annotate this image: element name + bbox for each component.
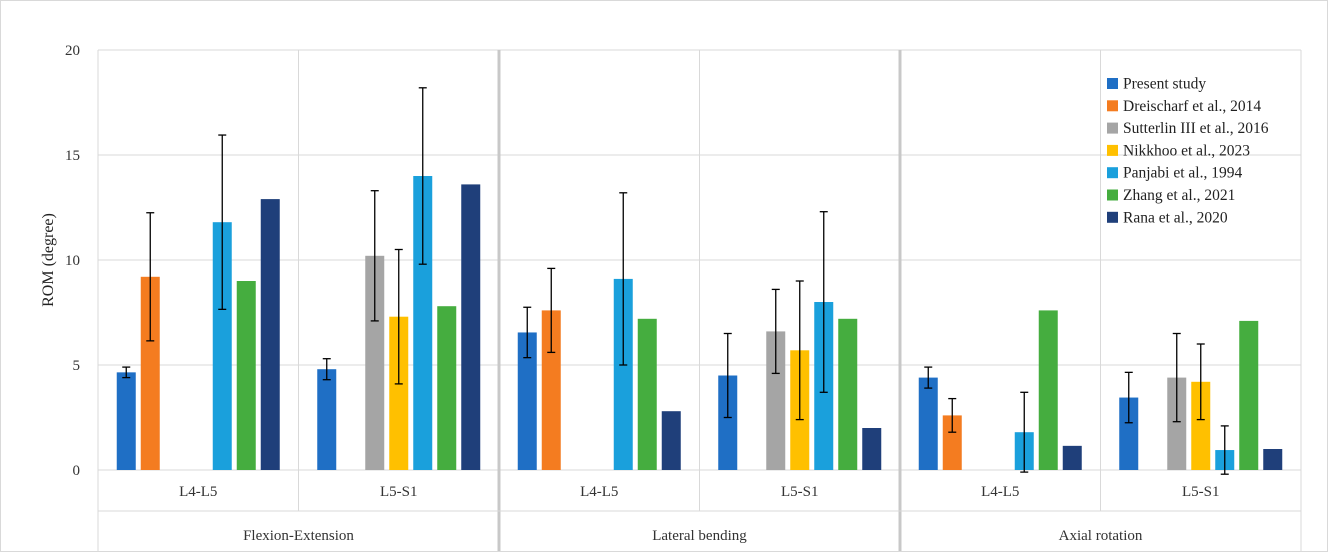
- y-tick-label: 10: [65, 253, 80, 269]
- bar: [766, 331, 786, 470]
- bar: [116, 372, 136, 470]
- bar: [613, 278, 633, 470]
- legend-label: Sutterlin III et al., 2016: [1123, 120, 1269, 137]
- x-category-label: L4-L5: [179, 484, 217, 500]
- x-group-label: Axial rotation: [1059, 528, 1143, 544]
- bar: [517, 332, 537, 470]
- y-tick-label: 5: [73, 358, 81, 374]
- bar: [918, 377, 938, 470]
- bar: [1167, 377, 1187, 470]
- bar: [942, 415, 962, 470]
- y-axis-title: ROM (degree): [40, 213, 57, 307]
- legend-label: Panjabi et al., 1994: [1123, 165, 1242, 182]
- bars: [116, 176, 1283, 470]
- x-category-label: L5-S1: [781, 484, 819, 500]
- bar: [1239, 320, 1259, 470]
- x-category-labels: L4-L5 L5-S1 L4-L5 L5-S1 L4-L5 L5-S1: [179, 484, 1219, 500]
- y-tick-label: 15: [65, 148, 80, 164]
- x-category-label: L4-L5: [981, 484, 1019, 500]
- legend-swatch: [1107, 100, 1118, 112]
- legend-swatch: [1107, 122, 1118, 134]
- bar: [637, 318, 657, 470]
- x-group-label: Flexion-Extension: [243, 528, 354, 544]
- legend-swatch: [1107, 189, 1118, 201]
- bar: [541, 310, 561, 470]
- x-category-label: L5-S1: [380, 484, 418, 500]
- y-tick-label: 20: [65, 43, 80, 59]
- bar: [838, 318, 858, 470]
- bar: [718, 375, 738, 470]
- x-category-label: L4-L5: [580, 484, 618, 500]
- bar: [661, 411, 681, 470]
- bar: [1119, 397, 1139, 470]
- legend-swatch: [1107, 144, 1118, 156]
- bar: [461, 184, 481, 470]
- bar: [365, 255, 385, 470]
- bar: [1038, 310, 1058, 470]
- bar: [212, 222, 232, 470]
- legend-label: Nikkhoo et al., 2023: [1123, 142, 1250, 159]
- legend-label: Zhang et al., 2021: [1123, 187, 1235, 204]
- bar: [1263, 449, 1283, 470]
- legend-label: Rana et al., 2020: [1123, 209, 1228, 226]
- legend-swatch: [1107, 167, 1118, 179]
- legend: Present study Dreischarf et al., 2014 Sutt…: [1107, 76, 1269, 226]
- error-bars: [122, 87, 1229, 475]
- bar: [437, 306, 457, 470]
- y-tick-label: 0: [73, 463, 81, 479]
- bar: [236, 281, 256, 470]
- y-tick-labels: 0 5 10 15 20: [65, 43, 80, 479]
- x-group-labels: Flexion-Extension Lateral bending Axial ro…: [243, 528, 1143, 544]
- bar: [260, 199, 280, 470]
- bar: [1062, 445, 1082, 470]
- bar: [317, 369, 337, 470]
- legend-label: Present study: [1123, 76, 1206, 93]
- bar: [413, 176, 433, 470]
- legend-label: Dreischarf et al., 2014: [1123, 98, 1261, 115]
- x-group-label: Lateral bending: [652, 528, 747, 544]
- bar: [1191, 381, 1211, 470]
- bar: [862, 428, 882, 470]
- legend-swatch: [1107, 211, 1118, 223]
- bar: [140, 276, 160, 470]
- x-category-label: L5-S1: [1182, 484, 1220, 500]
- legend-swatch: [1107, 78, 1118, 89]
- category-separators: [97, 50, 1302, 551]
- bar: [389, 316, 409, 470]
